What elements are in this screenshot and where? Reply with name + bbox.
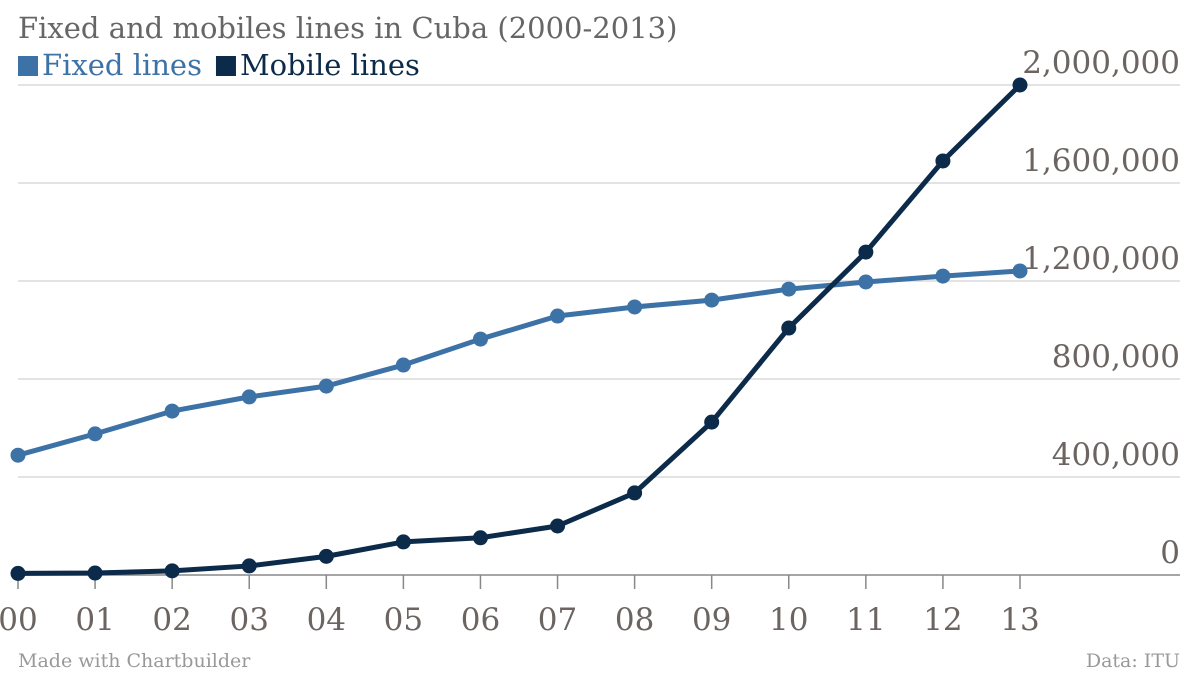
- data-point: [472, 530, 488, 546]
- x-tick-label: 12: [923, 602, 962, 638]
- y-tick-label: 2,000,000: [1022, 45, 1180, 81]
- data-point: [164, 403, 180, 419]
- legend-label: Mobile lines: [240, 48, 420, 82]
- data-point: [550, 518, 566, 534]
- chart-title: Fixed and mobiles lines in Cuba (2000-20…: [18, 11, 677, 45]
- footer-credit: Made with Chartbuilder: [18, 650, 251, 672]
- data-point: [318, 548, 334, 564]
- x-tick-label: 01: [75, 602, 114, 638]
- data-point: [10, 565, 26, 581]
- footer-source: Data: ITU: [1086, 650, 1180, 672]
- data-point: [395, 534, 411, 550]
- series-mobile-lines: [10, 77, 1028, 581]
- data-point: [781, 281, 797, 297]
- data-point: [241, 389, 257, 405]
- series-group: [10, 77, 1028, 581]
- data-point: [164, 563, 180, 579]
- data-point: [1012, 263, 1028, 279]
- legend-swatch: [18, 56, 38, 76]
- x-tick-label: 04: [307, 602, 346, 638]
- series-line: [17, 83, 1022, 576]
- x-axis: 00 01 02 03 04 05 06 07 08 09 10 11 12 13: [0, 575, 1040, 638]
- y-tick-label: 0: [1160, 535, 1180, 571]
- x-tick-label: 02: [152, 602, 191, 638]
- data-point: [550, 308, 566, 324]
- data-point: [87, 426, 103, 442]
- gridlines: [18, 84, 1180, 576]
- data-point: [395, 357, 411, 373]
- x-tick-label: 00: [0, 602, 38, 638]
- y-tick-label: 400,000: [1052, 437, 1180, 473]
- x-tick-label: 07: [538, 602, 577, 638]
- x-tick-label: 11: [846, 602, 885, 638]
- data-point: [472, 331, 488, 347]
- data-point: [1012, 77, 1028, 93]
- series-fixed-lines: [10, 263, 1028, 463]
- data-point: [858, 244, 874, 260]
- data-point: [10, 447, 26, 463]
- legend-label: Fixed lines: [42, 48, 202, 82]
- data-point: [704, 414, 720, 430]
- y-tick-label: 800,000: [1052, 339, 1180, 375]
- x-tick-label: 10: [769, 602, 808, 638]
- y-tick-label: 1,600,000: [1022, 143, 1180, 179]
- x-tick-label: 06: [461, 602, 500, 638]
- y-tick-label: 1,200,000: [1022, 241, 1180, 277]
- x-tick-label: 08: [615, 602, 654, 638]
- data-point: [858, 274, 874, 290]
- series-line: [17, 268, 1021, 458]
- legend-swatch: [215, 56, 236, 76]
- data-point: [935, 268, 951, 284]
- x-tick-label: 13: [1000, 602, 1039, 638]
- data-point: [627, 485, 643, 501]
- y-axis: 0 400,000 800,000 1,200,000 1,600,000 2,000,0…: [1022, 45, 1180, 571]
- x-tick-label: 03: [230, 602, 269, 638]
- legend: Fixed lines Mobile lines: [18, 48, 420, 82]
- x-tick-label: 05: [384, 602, 423, 638]
- data-point: [935, 153, 951, 169]
- data-point: [241, 558, 257, 574]
- data-point: [318, 378, 334, 394]
- data-point: [704, 292, 720, 308]
- data-point: [781, 320, 797, 336]
- data-point: [87, 565, 103, 581]
- x-tick-label: 09: [692, 602, 731, 638]
- data-point: [627, 299, 643, 315]
